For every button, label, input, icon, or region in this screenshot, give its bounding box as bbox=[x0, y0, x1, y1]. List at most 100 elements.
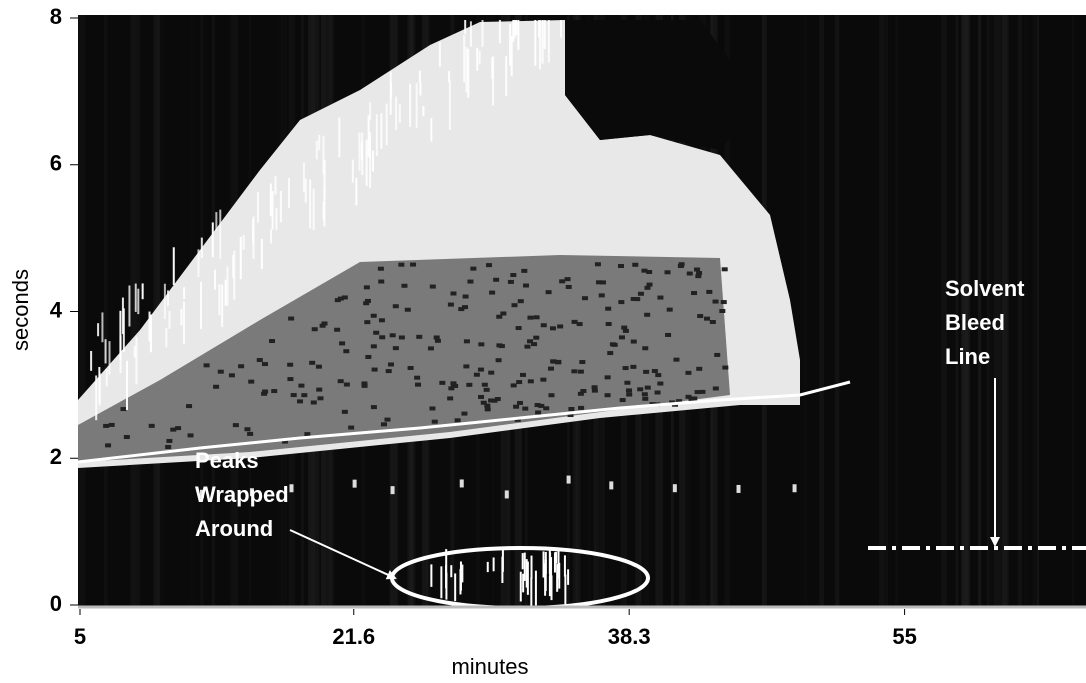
speckle bbox=[247, 432, 253, 436]
spike bbox=[316, 141, 318, 160]
wrapped-peak bbox=[502, 550, 504, 572]
spike bbox=[128, 285, 130, 326]
speckle bbox=[626, 388, 632, 392]
speckle bbox=[381, 422, 387, 426]
speckle bbox=[518, 299, 524, 303]
spike bbox=[463, 35, 465, 82]
speckle bbox=[478, 368, 484, 372]
speckle bbox=[516, 380, 522, 384]
speckle bbox=[696, 367, 702, 371]
spike bbox=[270, 229, 272, 243]
speckle bbox=[287, 377, 293, 381]
wrapped-peak bbox=[554, 552, 556, 572]
speckle bbox=[405, 308, 411, 312]
spike bbox=[419, 71, 421, 83]
spike bbox=[390, 72, 392, 115]
speckle bbox=[244, 427, 250, 431]
speckle bbox=[655, 373, 661, 377]
spike bbox=[173, 247, 175, 285]
spike bbox=[305, 179, 307, 203]
speckle bbox=[416, 335, 422, 339]
speckle bbox=[287, 363, 293, 367]
spike bbox=[119, 311, 121, 360]
speckle bbox=[248, 380, 254, 384]
wrapped-peak bbox=[450, 565, 452, 577]
spike bbox=[338, 118, 340, 158]
noise-streak bbox=[104, 15, 108, 607]
spike bbox=[313, 188, 315, 230]
speckle bbox=[496, 358, 502, 362]
speckle bbox=[335, 298, 341, 302]
speckle bbox=[364, 320, 370, 324]
speckle bbox=[710, 320, 716, 324]
noise-streak bbox=[80, 15, 86, 607]
speckle bbox=[535, 410, 541, 414]
spike bbox=[106, 369, 108, 386]
spike bbox=[98, 367, 100, 402]
y-tick-label: 8 bbox=[50, 4, 62, 29]
speckle bbox=[496, 343, 502, 347]
speckle bbox=[559, 279, 565, 283]
spike bbox=[95, 375, 97, 420]
speckle bbox=[109, 423, 115, 427]
speckle bbox=[186, 404, 192, 408]
speckle bbox=[719, 309, 725, 313]
dash bbox=[673, 484, 677, 492]
y-tick-label: 2 bbox=[50, 444, 62, 469]
speckle bbox=[488, 371, 494, 375]
speckle bbox=[623, 329, 629, 333]
spike bbox=[419, 82, 421, 95]
speckle bbox=[316, 388, 322, 392]
spike bbox=[515, 20, 517, 35]
speckle bbox=[339, 341, 345, 345]
speckle bbox=[706, 290, 712, 294]
wrapped-peak bbox=[520, 572, 522, 602]
spike bbox=[201, 238, 203, 259]
speckle bbox=[495, 397, 501, 401]
speckle bbox=[175, 426, 181, 430]
spike bbox=[499, 20, 501, 43]
spike bbox=[386, 104, 388, 146]
speckle bbox=[204, 363, 210, 367]
wrapped-peak bbox=[459, 569, 461, 595]
wrapped-peak bbox=[522, 574, 524, 593]
spike bbox=[505, 56, 507, 96]
spike bbox=[560, 20, 562, 38]
speckle bbox=[543, 406, 549, 410]
speckle bbox=[644, 313, 650, 317]
spike bbox=[542, 20, 544, 64]
speckle bbox=[695, 274, 701, 278]
speckle bbox=[511, 383, 517, 387]
spike bbox=[233, 251, 235, 300]
speckle bbox=[485, 407, 491, 411]
dash bbox=[505, 490, 509, 498]
dash bbox=[793, 484, 797, 492]
spike bbox=[215, 212, 217, 231]
speckle bbox=[657, 382, 663, 386]
speckle bbox=[511, 303, 517, 307]
spike bbox=[90, 351, 92, 371]
speckle bbox=[304, 432, 310, 436]
speckle bbox=[493, 278, 499, 282]
spike bbox=[303, 162, 305, 192]
speckle bbox=[399, 335, 405, 339]
spike bbox=[380, 113, 382, 148]
x-tick-label: 21.6 bbox=[332, 624, 375, 649]
speckle bbox=[535, 403, 541, 407]
spike bbox=[288, 178, 290, 208]
speckle bbox=[448, 303, 454, 307]
speckle bbox=[520, 373, 526, 377]
speckle bbox=[439, 381, 445, 385]
speckle bbox=[489, 291, 495, 295]
spike bbox=[544, 20, 546, 49]
speckle bbox=[384, 418, 390, 422]
speckle bbox=[595, 262, 601, 266]
spike bbox=[165, 328, 167, 347]
speckle bbox=[410, 263, 416, 267]
speckle bbox=[646, 270, 652, 274]
speckle bbox=[478, 342, 484, 346]
spike bbox=[212, 222, 214, 257]
spike bbox=[318, 135, 320, 150]
spike bbox=[240, 237, 242, 279]
spike bbox=[257, 192, 259, 223]
